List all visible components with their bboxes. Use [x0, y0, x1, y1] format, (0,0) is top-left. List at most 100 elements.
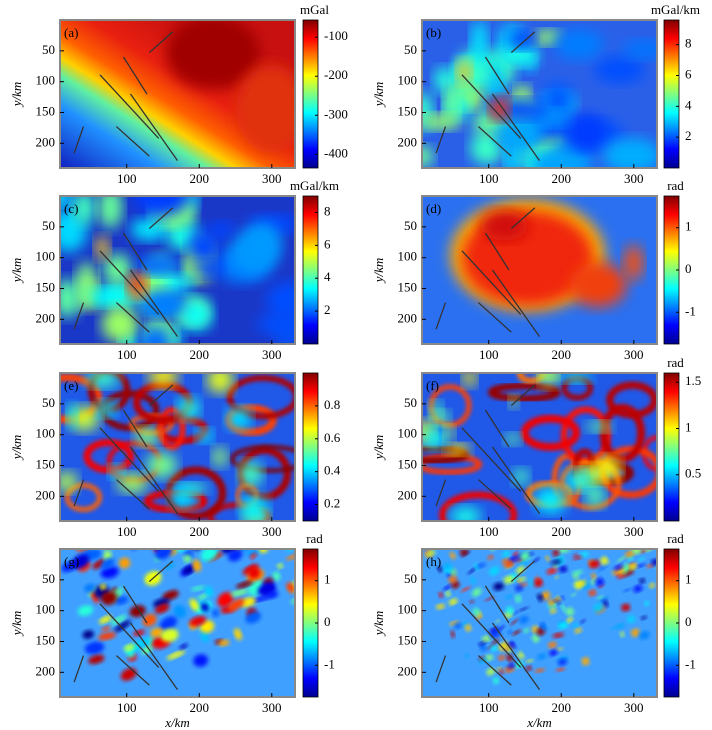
field-blob	[177, 397, 200, 420]
plot-frame	[421, 548, 658, 698]
fault-line	[510, 31, 536, 54]
field-speck	[173, 605, 187, 619]
field-speck	[555, 667, 566, 672]
fault-line	[461, 603, 522, 668]
colorbar-unit: rad	[667, 355, 684, 370]
colorbar-unit: rad	[667, 178, 684, 193]
field-speck	[114, 596, 129, 605]
y-tick-label: 100	[398, 602, 418, 617]
field-blob	[179, 298, 213, 331]
colorbar-tick-label: -400	[324, 145, 348, 160]
field-speck	[510, 618, 519, 626]
field-speck	[578, 525, 586, 531]
fault-line	[491, 269, 541, 337]
field-speck	[519, 551, 531, 561]
field-speck	[488, 538, 501, 548]
field-speck	[574, 627, 582, 634]
field-speck	[638, 557, 645, 562]
field-ridge	[520, 414, 581, 451]
fault-line	[510, 384, 536, 407]
colorbar-tick-label: -200	[324, 67, 348, 82]
field-blob	[595, 456, 621, 480]
field-speck	[142, 613, 157, 627]
fault-line	[461, 250, 522, 315]
colorbar-unit: rad	[306, 531, 323, 546]
field-blob	[188, 230, 220, 264]
field-blob	[534, 30, 563, 45]
field-speck	[499, 625, 505, 631]
plot-frame	[59, 372, 296, 522]
field-speck	[588, 559, 600, 569]
fault-line	[477, 479, 512, 510]
field-speck	[204, 586, 214, 597]
field-speck	[512, 629, 521, 636]
field-blob	[504, 433, 521, 445]
field-speck	[531, 536, 543, 545]
field-blob	[564, 469, 597, 491]
field-blob	[444, 425, 455, 440]
field-speck	[634, 563, 646, 569]
field-speck	[580, 551, 589, 557]
colorbar-tick-label: 4	[324, 269, 331, 284]
panel-label: (c)	[64, 201, 78, 216]
y-tick-label: 150	[398, 279, 418, 294]
y-axis-title: y/km	[9, 611, 24, 638]
colorbar-tick-label: -100	[324, 28, 348, 43]
field-blob	[554, 29, 604, 60]
field-speck	[533, 579, 543, 588]
colorbar	[302, 195, 319, 345]
field-blob	[195, 428, 213, 443]
field-speck	[493, 582, 505, 591]
field-blob	[88, 287, 128, 307]
field-blob	[101, 306, 139, 343]
field-speck	[655, 522, 665, 530]
y-tick-label: 50	[404, 218, 417, 233]
colorbar-tick-label: 4	[685, 97, 692, 112]
field-speck	[600, 556, 609, 565]
field-blob	[515, 84, 531, 103]
fault-line	[461, 74, 522, 139]
field-speck	[250, 553, 257, 560]
field-speck	[638, 631, 650, 640]
field-speck	[461, 531, 472, 541]
field-speck	[595, 578, 604, 587]
y-axis-title: y/km	[9, 435, 24, 462]
field-speck	[506, 606, 514, 615]
colorbar-tick-label: 0.5	[685, 466, 701, 481]
fault-line	[477, 302, 512, 333]
field-speck	[277, 563, 284, 569]
field-speck	[556, 600, 561, 605]
x-tick-label: 100	[479, 700, 499, 715]
field-blob	[109, 464, 124, 479]
x-axis-title: x/km	[526, 715, 552, 730]
field-speck	[549, 649, 558, 656]
field-speck	[189, 598, 199, 611]
panel-label: (e)	[64, 378, 78, 393]
plot-frame	[59, 548, 296, 698]
field-blob	[139, 289, 188, 318]
field-speck	[534, 668, 545, 673]
field-speck	[240, 597, 256, 608]
y-tick-label: 150	[36, 456, 56, 471]
x-axis-title: x/km	[164, 715, 190, 730]
field-speck	[515, 594, 522, 603]
field-speck	[481, 635, 492, 642]
field-speck	[499, 669, 504, 675]
x-tick-label: 200	[552, 171, 572, 186]
x-tick-label: 300	[262, 700, 282, 715]
fault-line	[99, 74, 160, 139]
field-blob	[240, 494, 268, 521]
field-speck	[197, 593, 209, 601]
field-speck	[536, 627, 546, 636]
field-blob	[60, 279, 81, 318]
colorbar-tick-label: 6	[685, 66, 692, 81]
field-speck	[649, 523, 661, 531]
field-speck	[519, 615, 529, 624]
field-speck	[449, 552, 456, 560]
field-blob	[95, 235, 110, 260]
field-ridge	[422, 453, 483, 475]
colorbar-tick-label: 1	[324, 572, 331, 587]
fault-line	[491, 93, 541, 161]
field-speck	[487, 643, 495, 649]
